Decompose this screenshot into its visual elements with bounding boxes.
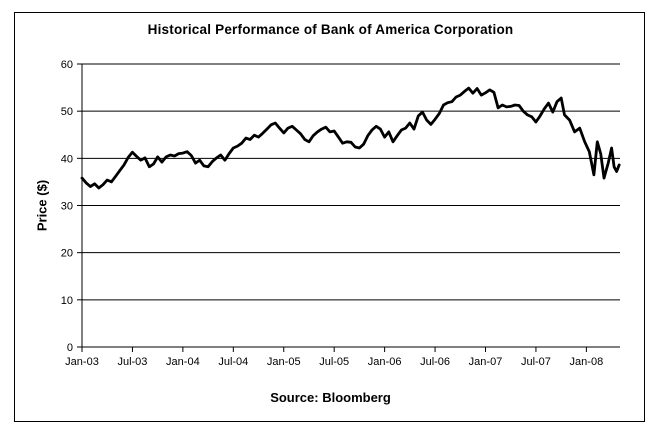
x-tick-label: Jan-03 <box>65 356 99 368</box>
x-tick-label: Jul-05 <box>319 356 349 368</box>
chart-title: Historical Performance of Bank of Americ… <box>147 22 514 37</box>
x-tick-label: Jan-08 <box>570 356 604 368</box>
y-tick-label: 10 <box>61 295 73 307</box>
y-tick-label: 40 <box>61 153 73 165</box>
y-tick-label: 30 <box>61 201 73 213</box>
x-tick-label: Jul-07 <box>521 356 551 368</box>
x-tick-label: Jul-03 <box>117 356 147 368</box>
x-tick-label: Jan-07 <box>469 356 503 368</box>
price-line <box>80 86 621 190</box>
x-tick-label: Jul-04 <box>218 356 248 368</box>
x-tick-label: Jan-05 <box>267 356 301 368</box>
y-tick-label: 60 <box>61 59 73 71</box>
y-tick-label: 0 <box>67 342 73 354</box>
x-tick-label: Jan-06 <box>368 356 402 368</box>
x-tick-label: Jul-06 <box>420 356 450 368</box>
y-tick-label: 20 <box>61 248 73 260</box>
chart-frame-border <box>14 12 645 422</box>
x-tick-label: Jan-04 <box>166 356 200 368</box>
source-caption: Source: Bloomberg <box>270 390 391 405</box>
y-tick-label: 50 <box>61 106 73 118</box>
